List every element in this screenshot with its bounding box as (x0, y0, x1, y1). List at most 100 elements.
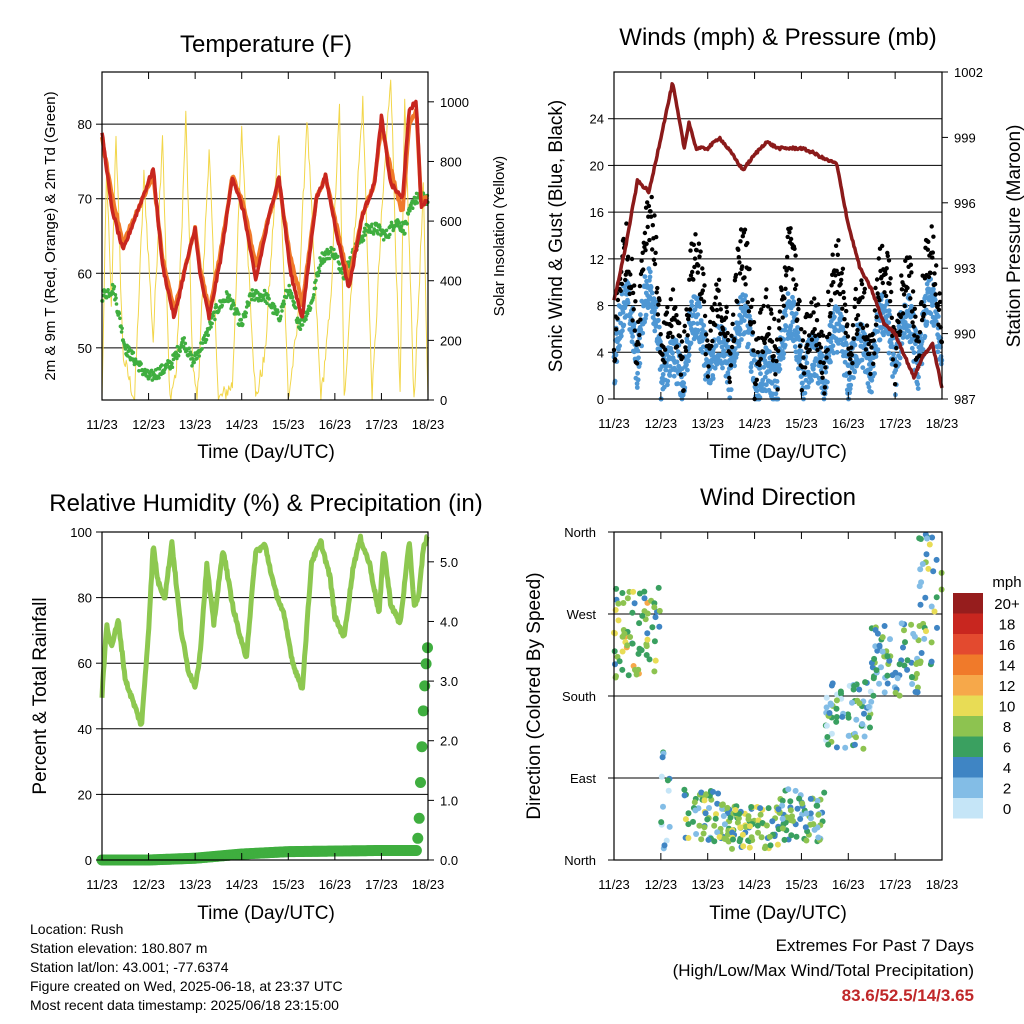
wind-direction-point (856, 700, 863, 707)
gust-point (934, 263, 939, 268)
gust-point (818, 345, 824, 350)
sonic-wind-point (762, 374, 768, 380)
gust-point (932, 271, 937, 276)
gust-point (649, 194, 654, 200)
sonic-wind-point (915, 381, 920, 387)
humidity-y2tick-label: 2.0 (440, 734, 458, 749)
gust-point (873, 285, 878, 291)
precipitation-point (420, 658, 432, 670)
gust-point (843, 330, 848, 336)
gust-point (712, 301, 717, 307)
wind-direction-point (867, 724, 873, 731)
wind-direction-point (755, 829, 761, 836)
gust-point (869, 345, 874, 350)
gust-point (896, 319, 901, 325)
sonic-wind-point (685, 367, 690, 373)
wind-direction-point (703, 791, 710, 798)
gust-point (802, 330, 807, 335)
wind-direction-point (666, 823, 673, 830)
wind-direction-point (928, 603, 935, 610)
humidity-y2tick-label: 3.0 (440, 674, 458, 689)
humidity-xlabel: Time (Day/UTC) (197, 903, 335, 924)
dewpoint-point (214, 305, 219, 309)
gust-point (876, 256, 881, 261)
gust-point (714, 282, 719, 287)
sonic-wind-point (796, 337, 802, 342)
gust-point (795, 317, 800, 322)
temperature-2m-line (100, 99, 429, 321)
wind-direction-point (715, 790, 722, 797)
humidity-ytick-label: 100 (70, 525, 92, 540)
gust-point (646, 203, 652, 209)
sonic-wind-point (832, 314, 837, 320)
extremes-values: 83.6/52.5/14/3.65 (841, 986, 974, 1005)
wind-direction-point (814, 824, 821, 831)
gust-point (684, 307, 689, 312)
gust-point (710, 307, 716, 313)
gust-point (853, 296, 858, 302)
gust-point (695, 270, 700, 275)
dewpoint-point (340, 271, 345, 275)
dewpoint-point (200, 341, 205, 345)
wind-direction-point (664, 777, 671, 784)
gust-point (717, 302, 722, 307)
wind-direction-xlabel: Time (Day/UTC) (709, 903, 847, 924)
wind-direction-point (845, 732, 852, 739)
dewpoint-point (318, 256, 322, 260)
speed-legend-swatch (953, 593, 983, 614)
gust-point (828, 298, 834, 303)
wind-direction-point (788, 832, 795, 839)
wind-direction-ytick-label: West (567, 607, 597, 622)
sonic-wind-point (681, 380, 687, 386)
wind-direction-point (624, 595, 631, 602)
winds-axes: 0 4 8 12 16 20 24 987 990 993 996 999 1002 11/23 12/23… (590, 65, 983, 431)
speed-legend-label: 14 (999, 658, 1016, 675)
gust-point (850, 323, 856, 328)
gust-point (855, 327, 860, 333)
wind-direction-point (624, 642, 631, 649)
gust-point (908, 296, 913, 301)
gust-point (678, 372, 684, 377)
sonic-wind-point (617, 343, 622, 349)
gust-point (855, 313, 861, 318)
gust-point (912, 306, 917, 311)
speed-legend-label: 10 (999, 699, 1016, 716)
temperature-xtick-label: 16/23 (319, 417, 352, 432)
wind-direction-point (735, 815, 742, 822)
gust-point (835, 252, 840, 257)
dewpoint-point (123, 347, 128, 351)
sonic-wind-point (620, 328, 625, 334)
dewpoint-point (182, 336, 186, 340)
wind-direction-point (643, 643, 650, 650)
wind-direction-point (644, 630, 651, 637)
humidity-axes: 0 20 40 60 80 100 0.0 1.0 2.0 3.0 4.0 5.0 11/23 12/23… (70, 525, 458, 892)
gust-point (783, 273, 789, 278)
gust-point (651, 257, 657, 262)
wind-direction-point (690, 818, 696, 825)
dewpoint-point (305, 311, 310, 316)
gust-point (912, 333, 917, 338)
wind-direction-point (913, 670, 920, 677)
winds-ylabel-right: Station Pressure (Maroon) (1004, 125, 1024, 348)
dewpoint-point (386, 235, 391, 240)
wind-direction-point (904, 666, 911, 673)
gust-point (768, 307, 774, 312)
gust-point (837, 291, 843, 297)
gust-point (851, 336, 857, 341)
gust-point (615, 297, 621, 303)
wind-direction-point (871, 655, 878, 662)
wind-direction-point (651, 604, 658, 611)
wind-direction-point (714, 800, 721, 807)
wind-direction-ylabel: Direction (Colored By Speed) (524, 572, 545, 819)
dewpoint-point (160, 363, 164, 367)
gust-point (694, 248, 699, 253)
gust-point (614, 327, 619, 332)
dewpoint-point (361, 238, 366, 242)
sonic-wind-point (621, 322, 627, 328)
wind-direction-ytick-label: North (564, 853, 596, 868)
sonic-wind-point (798, 348, 804, 354)
wind-direction-point (656, 607, 663, 614)
wind-direction-point (898, 620, 905, 627)
sonic-wind-point (852, 369, 858, 375)
dewpoint-point (189, 353, 194, 357)
